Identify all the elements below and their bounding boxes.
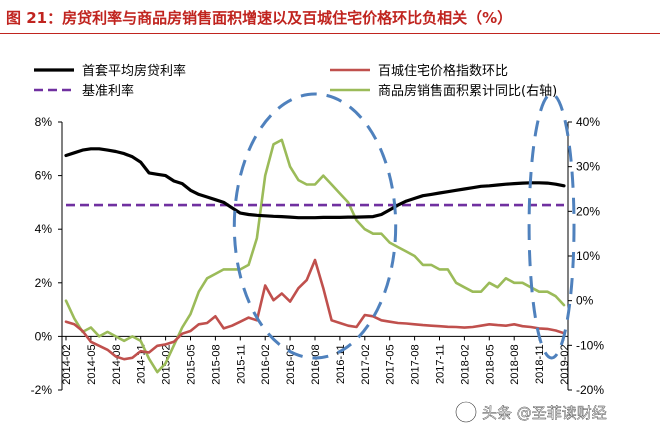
legend-label: 商品房销售面积累计同比(右轴) xyxy=(378,83,557,99)
x-tick-label: 2018-11 xyxy=(534,344,546,384)
watermark-text: 头条 @圣菲读财经 xyxy=(482,404,607,422)
series-line-3 xyxy=(64,138,566,374)
x-tick-label: 2018-08 xyxy=(509,344,521,384)
series-line-1 xyxy=(64,258,566,361)
left-tick-label: 8% xyxy=(35,115,53,129)
x-tick-label: 2015-05 xyxy=(186,344,198,384)
right-tick-label: 20% xyxy=(576,204,600,218)
x-tick-label: 2018-05 xyxy=(484,344,496,384)
title-bar: 图 21：房贷利率与商品房销售面积增速以及百城住宅价格环比负相关（%） xyxy=(0,0,660,34)
right-tick-label: 0% xyxy=(576,294,594,308)
watermark-logo-icon xyxy=(455,401,477,423)
annotation-layer xyxy=(232,92,576,360)
x-tick-label: 2014-02 xyxy=(61,344,73,384)
x-tick-label: 2018-02 xyxy=(459,344,471,384)
x-tick-label: 2014-05 xyxy=(86,344,98,384)
right-tick-label: 40% xyxy=(576,115,600,129)
legend-label: 基准利率 xyxy=(82,83,134,99)
right-tick-label: 10% xyxy=(576,249,600,263)
series-line-0 xyxy=(64,147,566,220)
x-tick-label: 2019-02 xyxy=(559,344,571,384)
x-tick-label: 2016-02 xyxy=(260,344,272,384)
x-tick-label: 2016-11 xyxy=(335,344,347,384)
right-tick-label: -20% xyxy=(576,383,604,397)
x-tick-label: 2017-11 xyxy=(435,344,447,384)
left-tick-label: 2% xyxy=(35,276,53,290)
left-tick-label: 0% xyxy=(35,329,53,343)
watermark: 头条 @圣菲读财经 xyxy=(455,401,607,423)
legend-label: 首套平均房贷利率 xyxy=(82,63,186,79)
right-tick-label: 30% xyxy=(576,160,600,174)
left-tick-label: 4% xyxy=(35,222,53,236)
chart-title: 图 21：房贷利率与商品房销售面积增速以及百城住宅价格环比负相关（%） xyxy=(6,9,513,27)
x-tick-label: 2015-11 xyxy=(235,344,247,384)
x-tick-label: 2017-02 xyxy=(360,344,372,384)
axes-layer: -2% 0% 2% 4% 6% 8% -20% -10% 0% 10% 20% 30% 40% 2014-… xyxy=(31,115,605,397)
highlight-ellipse xyxy=(232,92,398,360)
x-tick-label: 2017-05 xyxy=(385,344,397,384)
right-tick-label: -10% xyxy=(576,338,604,352)
left-tick-label: 6% xyxy=(35,169,53,183)
x-tick-label: 2017-08 xyxy=(410,344,422,384)
x-tick-label: 2016-08 xyxy=(310,344,322,384)
legend-label: 百城住宅价格指数环比 xyxy=(378,63,508,79)
title-divider xyxy=(0,33,660,34)
x-tick-label: 2014-08 xyxy=(111,344,123,384)
highlight-ellipse xyxy=(527,92,576,360)
left-tick-label: -2% xyxy=(31,383,53,397)
x-tick-label: 2015-08 xyxy=(210,344,222,384)
series-layer xyxy=(64,138,566,374)
